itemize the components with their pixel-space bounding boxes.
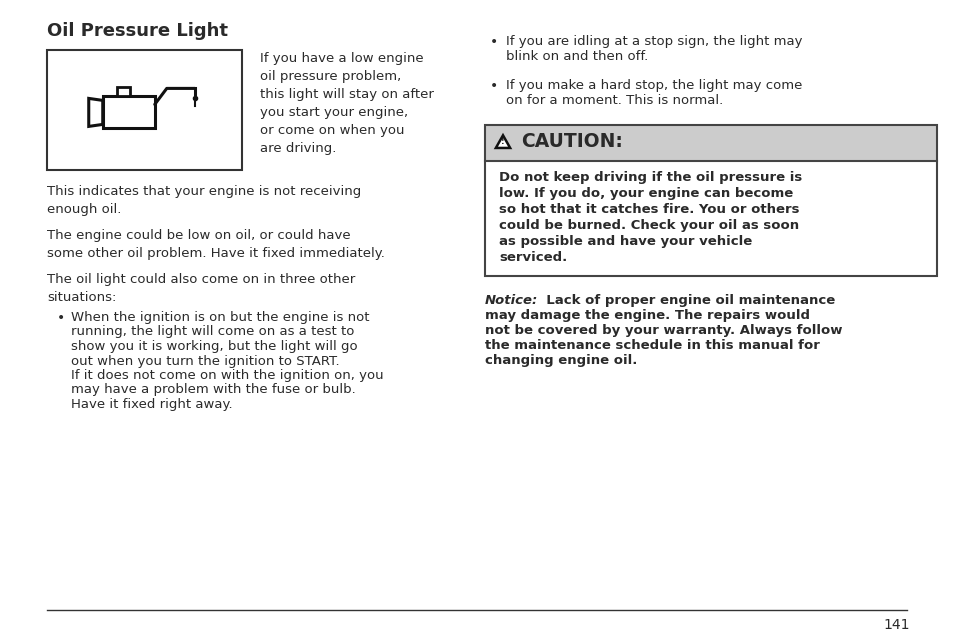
Text: serviced.: serviced. [498,251,567,264]
Bar [103,97,154,128]
Text: •: • [490,35,497,49]
Text: as possible and have your vehicle: as possible and have your vehicle [498,235,752,248]
Text: If it does not come on with the ignition on, you: If it does not come on with the ignition… [71,369,383,382]
Bar [47,50,242,170]
Text: on for a moment. This is normal.: on for a moment. This is normal. [505,93,722,106]
Text: may have a problem with the fuse or bulb.: may have a problem with the fuse or bulb… [71,384,355,396]
Text: Have it fixed right away.: Have it fixed right away. [71,398,233,411]
Text: If you have a low engine
oil pressure problem,
this light will stay on after
you: If you have a low engine oil pressure pr… [260,52,434,155]
Text: If you make a hard stop, the light may come: If you make a hard stop, the light may c… [505,79,801,92]
Text: may damage the engine. The repairs would: may damage the engine. The repairs would [484,309,809,322]
Text: show you it is working, but the light will go: show you it is working, but the light wi… [71,340,357,353]
Bar [484,125,936,276]
Text: This indicates that your engine is not receiving
enough oil.: This indicates that your engine is not r… [47,185,361,216]
Text: •: • [57,311,65,325]
Text: 141: 141 [882,618,909,632]
Text: not be covered by your warranty. Always follow: not be covered by your warranty. Always … [484,324,841,337]
Text: The oil light could also come on in three other
situations:: The oil light could also come on in thre… [47,273,355,304]
Polygon shape [89,99,103,127]
Text: •: • [490,79,497,93]
Bar [117,87,131,97]
Text: If you are idling at a stop sign, the light may: If you are idling at a stop sign, the li… [505,35,801,48]
Text: When the ignition is on but the engine is not: When the ignition is on but the engine i… [71,311,369,324]
Text: Lack of proper engine oil maintenance: Lack of proper engine oil maintenance [537,294,835,307]
Text: so hot that it catches fire. You or others: so hot that it catches fire. You or othe… [498,203,799,216]
Text: could be burned. Check your oil as soon: could be burned. Check your oil as soon [498,219,799,232]
Text: changing engine oil.: changing engine oil. [484,354,637,367]
Text: CAUTION:: CAUTION: [520,132,622,151]
Text: blink on and then off.: blink on and then off. [505,50,648,62]
Text: running, the light will come on as a test to: running, the light will come on as a tes… [71,326,354,338]
Text: !: ! [500,137,504,146]
Polygon shape [496,135,510,148]
Text: The engine could be low on oil, or could have
some other oil problem. Have it fi: The engine could be low on oil, or could… [47,229,384,260]
Text: low. If you do, your engine can become: low. If you do, your engine can become [498,187,792,200]
Text: Notice:: Notice: [484,294,537,307]
Text: the maintenance schedule in this manual for: the maintenance schedule in this manual … [484,339,819,352]
Bar [484,125,936,161]
Text: Do not keep driving if the oil pressure is: Do not keep driving if the oil pressure … [498,171,801,184]
Text: out when you turn the ignition to START.: out when you turn the ignition to START. [71,354,339,368]
Text: Oil Pressure Light: Oil Pressure Light [47,22,228,40]
Bar [484,161,936,276]
